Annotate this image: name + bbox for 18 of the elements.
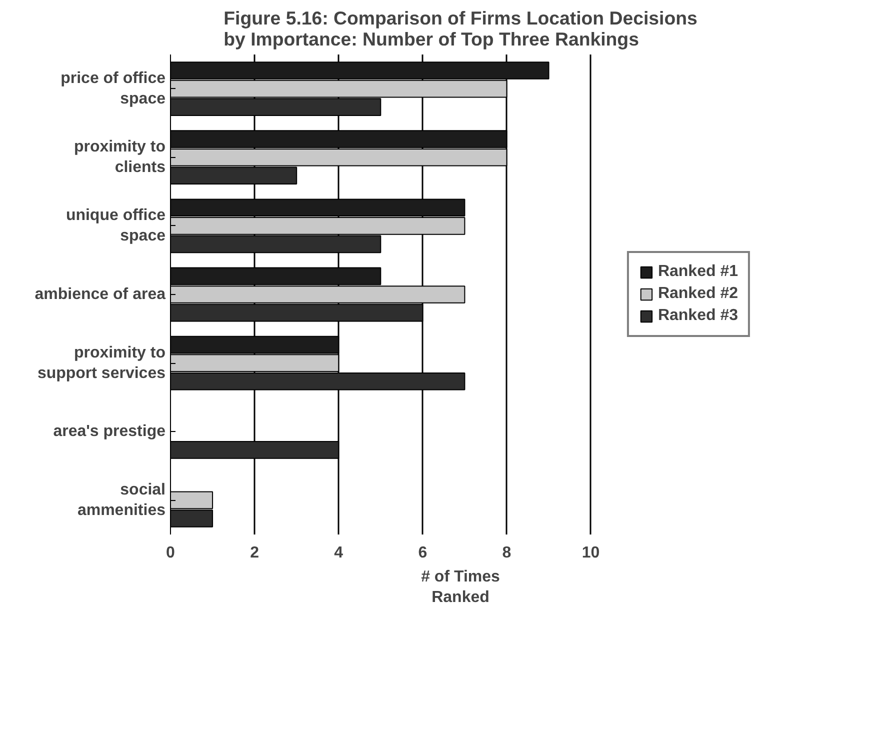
legend-label: Ranked #2 <box>658 285 738 303</box>
chart-title: Figure 5.16: Comparison of Firms Location Decisions by Importance: Number of Top Three Rankings <box>224 8 698 50</box>
y-tick-label: proximity to support services <box>37 344 166 382</box>
y-tick-label: ambience of area <box>34 286 166 303</box>
y-tick-label: area's prestige <box>53 423 166 440</box>
y-tick-label: price of office space <box>60 70 166 108</box>
x-tick-label: 8 <box>502 544 512 562</box>
x-tick-label: 6 <box>418 544 428 562</box>
y-tick-label: unique office space <box>66 207 166 245</box>
legend-label: Ranked #3 <box>658 307 738 325</box>
y-tick-label: proximity to clients <box>74 138 166 176</box>
x-tick-label: 4 <box>334 544 344 562</box>
x-tick-label: 0 <box>166 544 176 562</box>
x-tick-label: 2 <box>250 544 260 562</box>
y-tick-label: social ammenities <box>77 482 166 519</box>
legend-label: Ranked #1 <box>658 263 738 281</box>
x-tick-label: 10 <box>582 544 600 562</box>
x-axis-title: # of Times Ranked <box>421 568 500 606</box>
